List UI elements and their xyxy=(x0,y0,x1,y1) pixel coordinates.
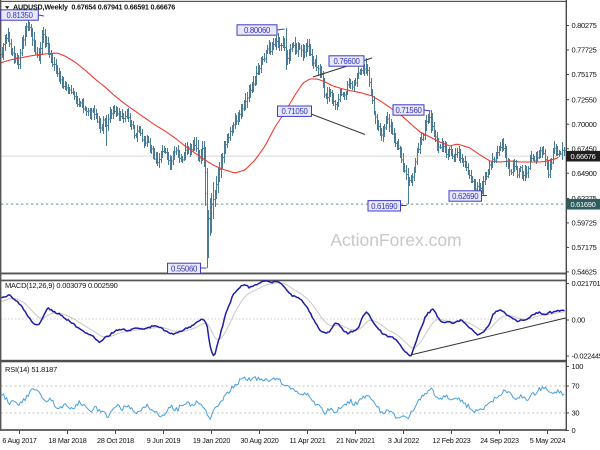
svg-text:0.72550: 0.72550 xyxy=(572,95,597,104)
svg-text:0.76600: 0.76600 xyxy=(333,57,360,66)
svg-text:30: 30 xyxy=(572,409,580,418)
svg-text:0.71560: 0.71560 xyxy=(395,106,422,115)
svg-text:11 Apr 2021: 11 Apr 2021 xyxy=(289,436,325,445)
svg-text:0.80275: 0.80275 xyxy=(572,21,597,30)
svg-text:0.80060: 0.80060 xyxy=(244,26,271,35)
svg-text:100: 100 xyxy=(572,362,584,371)
svg-text:MACD(12,26,9) 0.003079 0.00259: MACD(12,26,9) 0.003079 0.002590 xyxy=(5,281,118,290)
svg-text:12 Feb 2023: 12 Feb 2023 xyxy=(432,436,470,445)
svg-text:0.62690: 0.62690 xyxy=(452,192,479,201)
svg-text:6 Aug 2017: 6 Aug 2017 xyxy=(2,436,37,445)
svg-text:-0.022445: -0.022445 xyxy=(572,352,600,361)
svg-text:0.67450: 0.67450 xyxy=(572,144,597,153)
svg-text:RSI(14) 51.8187: RSI(14) 51.8187 xyxy=(5,365,57,374)
svg-text:0.61690: 0.61690 xyxy=(571,200,596,209)
svg-text:19 Jan 2020: 19 Jan 2020 xyxy=(193,436,231,445)
svg-text:0: 0 xyxy=(572,426,576,435)
svg-text:30 Aug 2020: 30 Aug 2020 xyxy=(240,436,278,445)
svg-text:0.54625: 0.54625 xyxy=(572,268,597,277)
svg-text:21 Nov 2021: 21 Nov 2021 xyxy=(336,436,375,445)
svg-text:24 Sep 2023: 24 Sep 2023 xyxy=(480,436,519,445)
svg-text:0.66676: 0.66676 xyxy=(571,152,596,161)
svg-text:18 Mar 2018: 18 Mar 2018 xyxy=(48,436,86,445)
svg-text:3 Jul 2022: 3 Jul 2022 xyxy=(388,436,419,445)
svg-text:0.55060: 0.55060 xyxy=(171,264,198,273)
svg-text:70: 70 xyxy=(572,382,580,391)
svg-text:0.81350: 0.81350 xyxy=(7,11,34,20)
svg-text:0.75175: 0.75175 xyxy=(572,70,597,79)
svg-text:0.61690: 0.61690 xyxy=(371,202,398,211)
svg-text:0.64900: 0.64900 xyxy=(572,169,597,178)
svg-text:28 Oct 2018: 28 Oct 2018 xyxy=(97,436,134,445)
svg-text:9 Jun 2019: 9 Jun 2019 xyxy=(147,436,181,445)
svg-text:5 May 2024: 5 May 2024 xyxy=(530,436,566,445)
svg-text:0.62275: 0.62275 xyxy=(572,194,597,203)
svg-text:ActionForex.com: ActionForex.com xyxy=(330,230,461,250)
svg-text:AUDUSD,Weekly 0.67654 0.67941: AUDUSD,Weekly 0.67654 0.67941 0.66591 0.… xyxy=(13,2,175,11)
svg-text:0.57175: 0.57175 xyxy=(572,243,597,252)
svg-text:0.71050: 0.71050 xyxy=(281,107,308,116)
svg-text:0.70000: 0.70000 xyxy=(572,120,597,129)
svg-text:0.021701: 0.021701 xyxy=(572,279,600,288)
svg-text:0.77725: 0.77725 xyxy=(572,46,597,55)
svg-text:0.00: 0.00 xyxy=(572,316,586,325)
svg-text:0.59725: 0.59725 xyxy=(572,219,597,228)
